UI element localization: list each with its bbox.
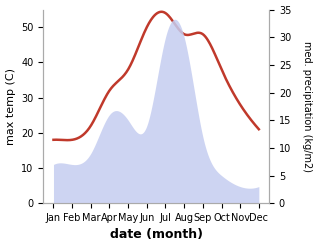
Y-axis label: med. precipitation (kg/m2): med. precipitation (kg/m2) <box>302 41 313 172</box>
Y-axis label: max temp (C): max temp (C) <box>5 68 16 145</box>
X-axis label: date (month): date (month) <box>110 228 203 242</box>
